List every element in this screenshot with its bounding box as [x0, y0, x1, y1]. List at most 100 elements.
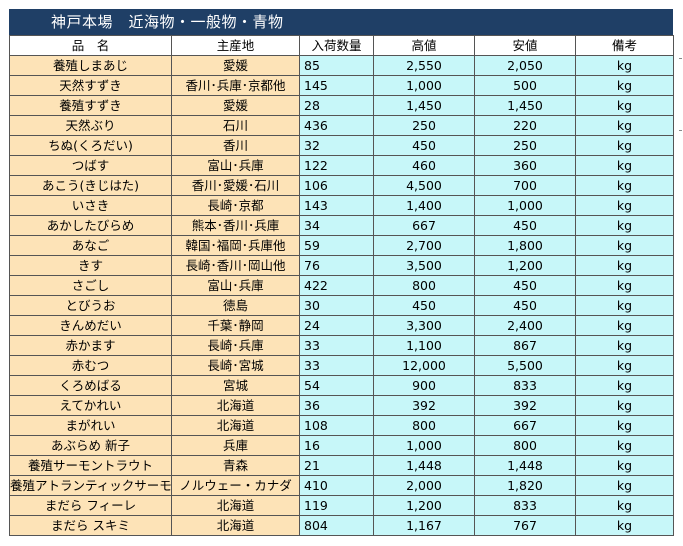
cell-origin: 香川 [171, 135, 300, 156]
cell-note: kg [575, 295, 674, 316]
table-row: きす 長崎･香川･岡山他 76 3,500 1,200 kg [9, 255, 674, 276]
cell-origin: 長崎･宮城 [171, 355, 300, 376]
cell-note: kg [575, 355, 674, 376]
cell-low-price: 1,200 [474, 255, 576, 276]
table-row: あかしたびらめ 熊本･香川･兵庫 34 667 450 kg [9, 215, 674, 236]
cell-origin: 熊本･香川･兵庫 [171, 215, 300, 236]
cell-name: さごし [9, 275, 172, 296]
cell-origin: 青森 [171, 455, 300, 476]
cell-note: kg [575, 495, 674, 516]
table-row: 養殖すずき 愛媛 28 1,450 1,450 kg [9, 95, 674, 116]
cell-low-price: 2,050 [474, 55, 576, 76]
cell-origin: 千葉･静岡 [171, 315, 300, 336]
cell-high-price: 2,000 [373, 475, 475, 496]
cell-name: まだら フィーレ [9, 495, 172, 516]
cell-origin: 石川 [171, 115, 300, 136]
cell-quantity: 30 [299, 295, 374, 316]
header-origin: 主産地 [171, 35, 300, 56]
cell-quantity: 36 [299, 395, 374, 416]
cell-note: kg [575, 135, 674, 156]
cell-name: あなご [9, 235, 172, 256]
cell-origin: 長崎･香川･岡山他 [171, 255, 300, 276]
cell-name: いさき [9, 195, 172, 216]
table-row: 養殖アトランティックサーモン ノルウェー・カナダ 410 2,000 1,820 kg [9, 475, 674, 496]
cell-quantity: 21 [299, 455, 374, 476]
cell-name: きんめだい [9, 315, 172, 336]
cell-quantity: 54 [299, 375, 374, 396]
cell-quantity: 76 [299, 255, 374, 276]
cell-note: kg [575, 515, 674, 536]
cell-note: kg [575, 335, 674, 356]
cell-note: kg [575, 315, 674, 336]
cell-high-price: 1,167 [373, 515, 475, 536]
cell-quantity: 410 [299, 475, 374, 496]
price-table: 品 名 主産地 入荷数量 高値 安値 備考 養殖しまあじ 愛媛 85 2,550 2,0… [9, 35, 674, 536]
cell-origin: 香川･兵庫･京都他 [171, 75, 300, 96]
cell-low-price: 700 [474, 175, 576, 196]
header-low-price: 安値 [474, 35, 576, 56]
cell-quantity: 143 [299, 195, 374, 216]
table-row: まだら スキミ 北海道 804 1,167 767 kg [9, 515, 674, 536]
cell-origin: 愛媛 [171, 55, 300, 76]
table-row: 養殖サーモントラウト 青森 21 1,448 1,448 kg [9, 455, 674, 476]
cell-high-price: 12,000 [373, 355, 475, 376]
cell-low-price: 833 [474, 495, 576, 516]
cell-name: 赤かます [9, 335, 172, 356]
cell-quantity: 85 [299, 55, 374, 76]
cell-name: まだら スキミ [9, 515, 172, 536]
cell-low-price: 220 [474, 115, 576, 136]
table-row: きんめだい 千葉･静岡 24 3,300 2,400 kg [9, 315, 674, 336]
cell-low-price: 392 [474, 395, 576, 416]
table-row: えてかれい 北海道 36 392 392 kg [9, 395, 674, 416]
cell-name: あぶらめ 新子 [9, 435, 172, 456]
cell-note: kg [575, 395, 674, 416]
cell-origin: 宮城 [171, 375, 300, 396]
table-row: あこう(きじはた) 香川･愛媛･石川 106 4,500 700 kg [9, 175, 674, 196]
table-row: あぶらめ 新子 兵庫 16 1,000 800 kg [9, 435, 674, 456]
cell-low-price: 667 [474, 415, 576, 436]
cell-high-price: 2,700 [373, 235, 475, 256]
cell-quantity: 145 [299, 75, 374, 96]
cell-origin: 愛媛 [171, 95, 300, 116]
cell-high-price: 4,500 [373, 175, 475, 196]
cell-high-price: 1,200 [373, 495, 475, 516]
cell-origin: ノルウェー・カナダ [171, 475, 300, 496]
table-row: さごし 富山･兵庫 422 800 450 kg [9, 275, 674, 296]
cell-low-price: 450 [474, 215, 576, 236]
cell-high-price: 450 [373, 295, 475, 316]
cell-note: kg [575, 275, 674, 296]
cell-note: kg [575, 115, 674, 136]
header-quantity: 入荷数量 [299, 35, 374, 56]
cell-note: kg [575, 435, 674, 456]
header-note: 備考 [575, 35, 674, 56]
table-row: 赤かます 長崎･兵庫 33 1,100 867 kg [9, 335, 674, 356]
cell-quantity: 28 [299, 95, 374, 116]
header-name: 品 名 [9, 35, 172, 56]
cell-name: 天然すずき [9, 75, 172, 96]
cell-origin: 北海道 [171, 395, 300, 416]
cell-name: つばす [9, 155, 172, 176]
cell-high-price: 2,550 [373, 55, 475, 76]
table-row: とびうお 徳島 30 450 450 kg [9, 295, 674, 316]
cell-high-price: 1,448 [373, 455, 475, 476]
cell-note: kg [575, 375, 674, 396]
cell-quantity: 24 [299, 315, 374, 336]
cell-name: あこう(きじはた) [9, 175, 172, 196]
cell-quantity: 119 [299, 495, 374, 516]
cell-name: あかしたびらめ [9, 215, 172, 236]
cell-name: とびうお [9, 295, 172, 316]
cell-high-price: 1,100 [373, 335, 475, 356]
cell-origin: 香川･愛媛･石川 [171, 175, 300, 196]
cell-note: kg [575, 195, 674, 216]
cell-note: kg [575, 415, 674, 436]
cell-low-price: 1,000 [474, 195, 576, 216]
cell-low-price: 1,800 [474, 235, 576, 256]
table-row: あなご 韓国･福岡･兵庫他 59 2,700 1,800 kg [9, 235, 674, 256]
cell-note: kg [575, 75, 674, 96]
cell-low-price: 2,400 [474, 315, 576, 336]
cell-note: kg [575, 455, 674, 476]
edge-mark [679, 130, 682, 131]
cell-origin: 富山･兵庫 [171, 155, 300, 176]
table-row: 天然ぶり 石川 436 250 220 kg [9, 115, 674, 136]
cell-origin: 北海道 [171, 415, 300, 436]
